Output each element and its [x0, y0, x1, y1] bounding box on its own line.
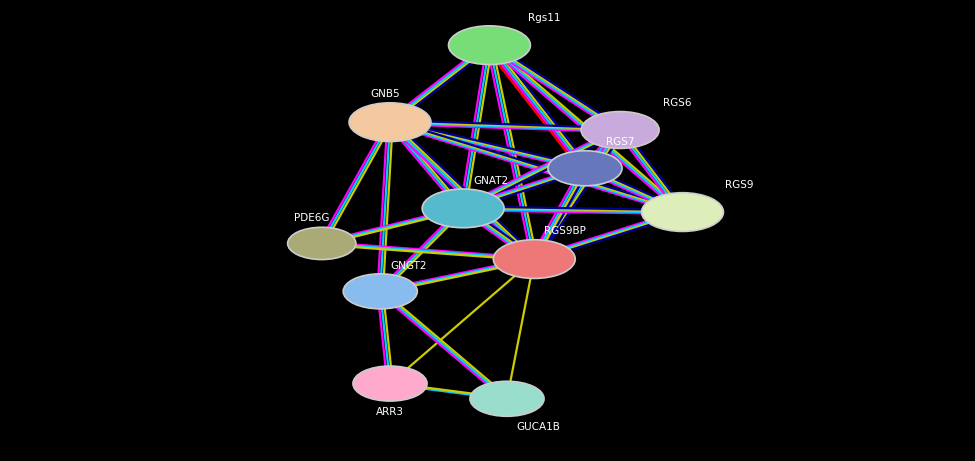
Text: Rgs11: Rgs11 — [528, 12, 561, 23]
Circle shape — [470, 381, 544, 416]
Circle shape — [642, 193, 723, 231]
Text: ARR3: ARR3 — [376, 407, 404, 417]
Text: GNAT2: GNAT2 — [473, 176, 508, 186]
Circle shape — [422, 189, 504, 228]
Text: RGS9BP: RGS9BP — [544, 226, 586, 236]
Text: GNB5: GNB5 — [370, 89, 400, 99]
Circle shape — [288, 227, 356, 260]
Text: GNGT2: GNGT2 — [390, 260, 426, 271]
Circle shape — [493, 240, 575, 278]
Text: PDE6G: PDE6G — [294, 213, 330, 223]
Circle shape — [581, 112, 659, 148]
Circle shape — [353, 366, 427, 401]
Text: RGS7: RGS7 — [606, 136, 635, 147]
Circle shape — [343, 274, 417, 309]
Text: RGS6: RGS6 — [663, 98, 691, 108]
Text: RGS9: RGS9 — [725, 180, 754, 190]
Circle shape — [548, 151, 622, 186]
Text: GUCA1B: GUCA1B — [517, 422, 561, 432]
Circle shape — [349, 103, 431, 142]
Circle shape — [448, 26, 530, 65]
